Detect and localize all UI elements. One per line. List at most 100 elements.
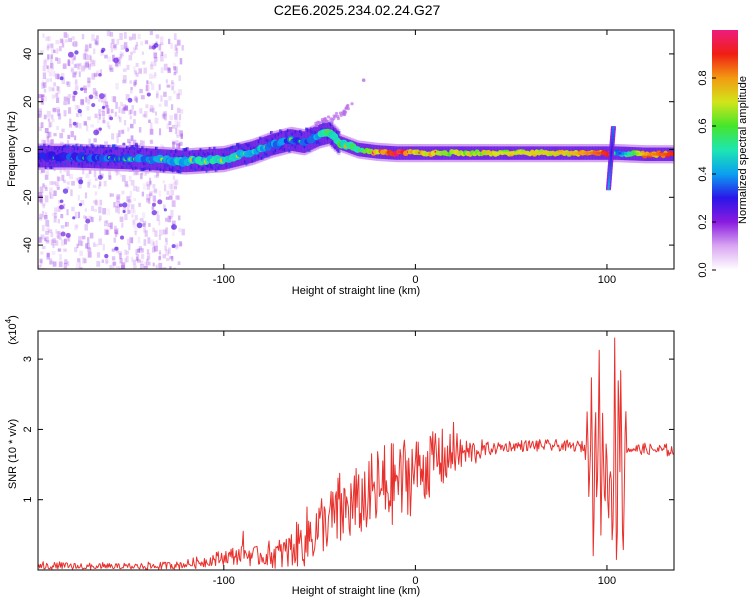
noise-speck	[81, 235, 86, 240]
ridge-halo-blob	[268, 139, 272, 143]
noise-speck	[46, 136, 50, 143]
noise-speck	[49, 258, 53, 265]
noise-speck	[136, 254, 140, 261]
noise-speck	[130, 180, 135, 186]
noise-speck	[85, 216, 88, 220]
burst-core	[609, 157, 612, 161]
noise-speck	[66, 209, 69, 216]
ridge-halo-blob	[164, 164, 168, 168]
burst-core	[608, 177, 611, 181]
noise-speck	[123, 106, 128, 111]
noise-speck	[57, 230, 61, 235]
noise-speck	[176, 93, 180, 100]
noise-speck	[38, 217, 43, 221]
noise-speck	[173, 33, 177, 41]
noise-speck	[104, 220, 108, 227]
noise-speck	[134, 95, 138, 102]
noise-speck	[41, 95, 44, 100]
ridge-halo-blob	[156, 167, 160, 171]
noise-speck	[57, 234, 60, 239]
noise-speck	[108, 175, 112, 180]
noise-speck	[90, 63, 93, 67]
noise-speck	[167, 67, 170, 72]
noise-speck	[165, 249, 170, 256]
noise-speck	[142, 183, 147, 190]
noise-speck	[43, 114, 47, 120]
ridge-halo-blob	[254, 156, 258, 160]
noise-speck	[149, 108, 153, 112]
noise-speck	[38, 113, 41, 119]
ridge-halo-blob	[291, 143, 295, 147]
noise-speck	[118, 251, 123, 255]
noise-speck	[54, 181, 59, 186]
ridge-segment	[595, 151, 599, 155]
ridge-segment	[535, 151, 539, 155]
ridge-halo-blob	[294, 130, 298, 134]
branch-point	[315, 124, 319, 128]
noise-speck	[161, 113, 165, 118]
ridge-segment	[529, 151, 533, 155]
noise-dot	[60, 231, 66, 237]
ridge-halo-blob	[46, 159, 50, 163]
ridge-halo-blob	[269, 130, 273, 134]
noise-speck	[55, 57, 58, 61]
ridge-halo-blob	[242, 146, 246, 150]
noise-speck	[143, 227, 146, 233]
noise-dot	[125, 48, 130, 52]
noise-speck	[102, 243, 105, 251]
noise-speck	[87, 98, 91, 104]
noise-speck	[168, 127, 173, 133]
noise-speck	[175, 140, 179, 146]
noise-speck	[174, 44, 178, 51]
noise-speck	[87, 116, 91, 121]
snr-multiplier-close: )	[7, 315, 19, 319]
noise-speck	[142, 220, 147, 225]
ridge-halo-blob	[246, 144, 250, 148]
noise-speck	[174, 51, 178, 57]
noise-speck	[42, 204, 46, 209]
noise-speck	[149, 192, 153, 197]
ridge-halo-blob	[141, 167, 145, 171]
noise-speck	[158, 256, 161, 261]
ridge-halo-blob	[102, 145, 106, 149]
snr-multiplier-base: (x10	[7, 323, 19, 344]
noise-speck	[129, 109, 133, 115]
noise-speck	[125, 105, 129, 111]
noise-speck	[38, 127, 42, 132]
noise-speck	[74, 247, 78, 253]
ridge-halo-blob	[72, 149, 76, 153]
noise-speck	[174, 179, 179, 185]
noise-speck	[117, 58, 121, 64]
noise-speck	[109, 67, 114, 73]
noise-speck	[45, 78, 50, 83]
ridge-halo-blob	[288, 149, 292, 153]
ridge-halo-blob	[266, 154, 270, 158]
noise-speck	[148, 119, 151, 124]
noise-dot	[114, 246, 119, 251]
noise-speck	[153, 52, 158, 59]
noise-speck	[50, 194, 54, 199]
noise-speck	[127, 199, 132, 204]
burst-core	[611, 133, 614, 136]
ridge-halo-blob	[56, 149, 60, 153]
noise-speck	[56, 48, 59, 54]
noise-speck	[140, 264, 145, 269]
noise-speck	[67, 60, 71, 67]
noise-speck	[148, 181, 152, 187]
ridge-segment	[670, 152, 674, 156]
noise-speck	[75, 42, 79, 46]
noise-dot	[98, 73, 102, 77]
noise-speck	[155, 34, 160, 39]
ridge-halo-blob	[104, 150, 108, 154]
noise-speck	[149, 105, 154, 113]
noise-speck	[47, 36, 51, 42]
noise-speck	[62, 203, 66, 210]
noise-speck	[171, 124, 176, 129]
branch-point	[322, 117, 326, 121]
ridge-halo-blob	[251, 159, 255, 163]
noise-speck	[40, 259, 43, 267]
noise-speck	[138, 127, 142, 133]
ridge-halo-blob	[173, 153, 177, 157]
noise-speck	[152, 262, 155, 267]
noise-speck	[108, 170, 111, 177]
